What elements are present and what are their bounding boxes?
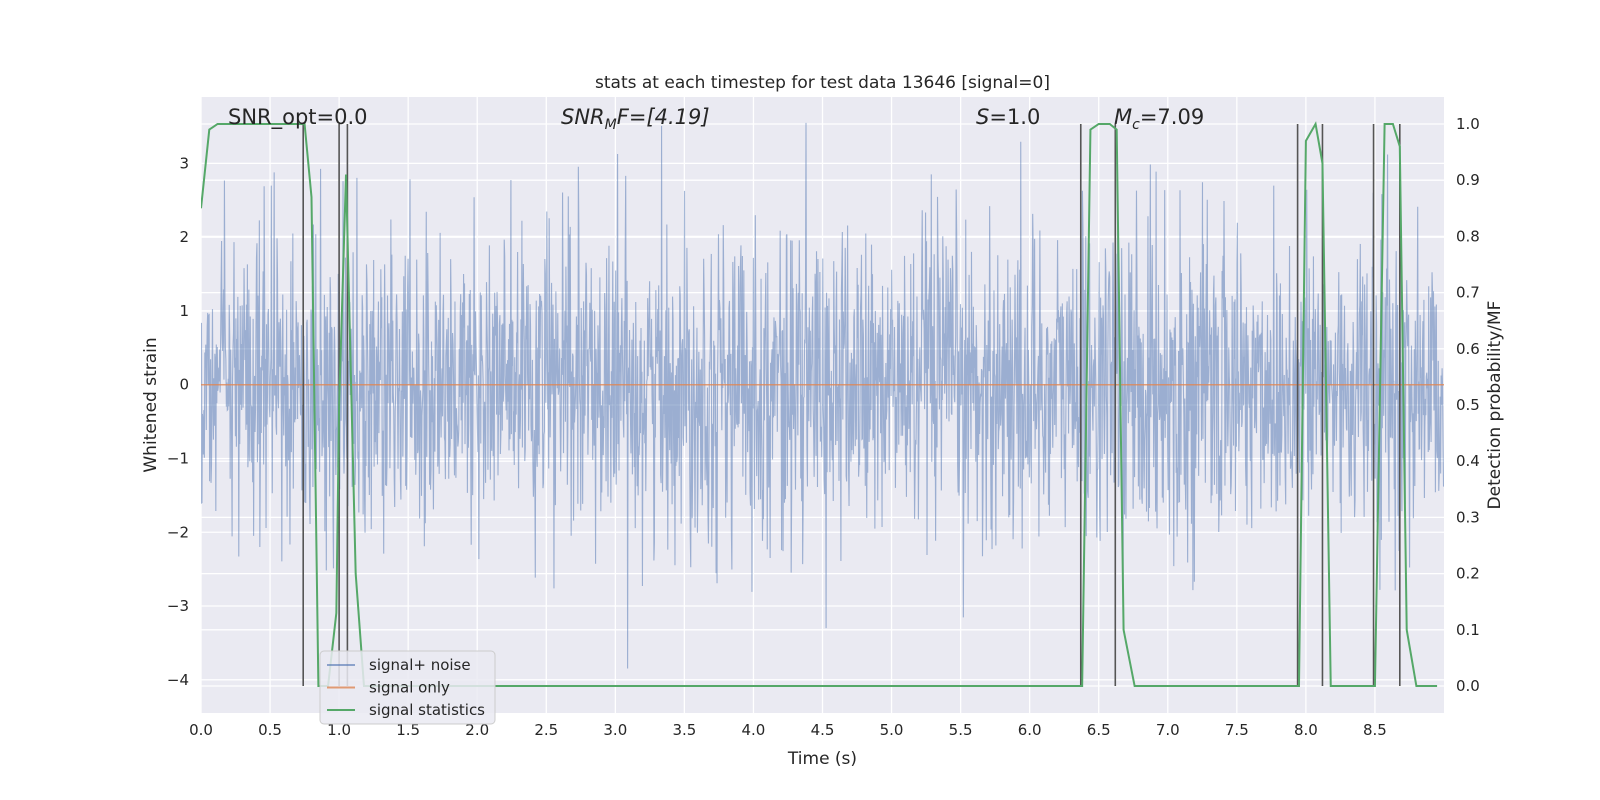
y2-tick-label: 0.3	[1456, 508, 1480, 526]
annotation-s-rest: =1.0	[989, 105, 1040, 129]
x-axis-label: Time (s)	[787, 749, 857, 769]
x-tick-label: 5.0	[880, 721, 904, 739]
x-tick-label: 5.5	[949, 721, 973, 739]
y2-axis-label: Detection probability/MF	[1485, 301, 1505, 510]
x-tick-label: 6.0	[1018, 721, 1042, 739]
annotation-snr-mf-sub: M	[605, 117, 617, 133]
annotation-snr-mf-rest: F=[4.19]	[617, 105, 710, 129]
annotation-snr-mf-name: SNR	[561, 105, 605, 129]
y-tick-label: 2	[179, 228, 189, 246]
y2-tick-label: 0.2	[1456, 565, 1480, 583]
y2-tick-label: 0.8	[1456, 227, 1480, 245]
x-tick-label: 2.5	[534, 721, 558, 739]
y-tick-label: 0	[179, 376, 189, 394]
annotation-mc-rest: =7.09	[1140, 105, 1204, 129]
signal-statistics-line	[201, 121, 1438, 688]
x-tick-label: 4.5	[811, 721, 835, 739]
annotation-s-name: S	[976, 105, 989, 129]
annotation-s: S=1.0	[976, 105, 1040, 129]
y2-tick-label: 0.4	[1456, 452, 1480, 470]
y-axis-label: Whitened strain	[141, 337, 161, 472]
x-tick-label: 6.5	[1087, 721, 1111, 739]
x-tick-label: 0.0	[189, 721, 213, 739]
y-tick-label: 3	[179, 154, 189, 172]
legend-label-signal-statistics: signal statistics	[369, 701, 485, 719]
x-tick-label: 1.0	[327, 721, 351, 739]
x-tick-label: 1.5	[396, 721, 420, 739]
y-tick-label: −4	[167, 671, 189, 689]
annotation-snr-mf: SNRMF=[4.19]	[561, 105, 710, 133]
y2-tick-label: 0.0	[1456, 677, 1480, 695]
legend: signal+ noise signal only signal statist…	[319, 650, 496, 725]
annotation-snr-opt: SNR_opt=0.0	[228, 105, 368, 130]
y2-tick-label: 0.6	[1456, 340, 1480, 358]
y2-tick-label: 0.1	[1456, 621, 1480, 639]
y2-tick-label: 0.9	[1456, 171, 1480, 189]
x-tick-label: 4.0	[742, 721, 766, 739]
annotation-mc-name: M	[1114, 105, 1132, 129]
x-tick-label: 8.0	[1294, 721, 1318, 739]
x-tick-label: 7.5	[1225, 721, 1249, 739]
x-tick-label: 7.0	[1156, 721, 1180, 739]
annotation-mc: Mc=7.09	[1114, 105, 1204, 133]
y2-tick-label: 0.5	[1456, 396, 1480, 414]
y-tick-label: −3	[167, 597, 189, 615]
x-tick-label: 0.5	[258, 721, 282, 739]
annotation-mc-sub: c	[1132, 117, 1140, 133]
x-tick-label: 2.0	[465, 721, 489, 739]
y-tick-label: −2	[167, 523, 189, 541]
chart-title: stats at each timestep for test data 136…	[595, 73, 1050, 93]
y2-tick-label: 1.0	[1456, 115, 1480, 133]
x-tick-label: 3.0	[603, 721, 627, 739]
signal-noise-series	[201, 122, 1444, 669]
y-tick-label: 1	[179, 302, 189, 320]
legend-label-signal-only: signal only	[369, 679, 450, 697]
x-tick-label: 3.5	[672, 721, 696, 739]
x-tick-label: 8.5	[1363, 721, 1387, 739]
signal-noise-line	[201, 122, 1444, 669]
y-tick-label: −1	[167, 449, 189, 467]
y2-tick-label: 0.7	[1456, 284, 1480, 302]
legend-label-signal-noise: signal+ noise	[369, 656, 471, 674]
legend-box	[319, 650, 496, 725]
